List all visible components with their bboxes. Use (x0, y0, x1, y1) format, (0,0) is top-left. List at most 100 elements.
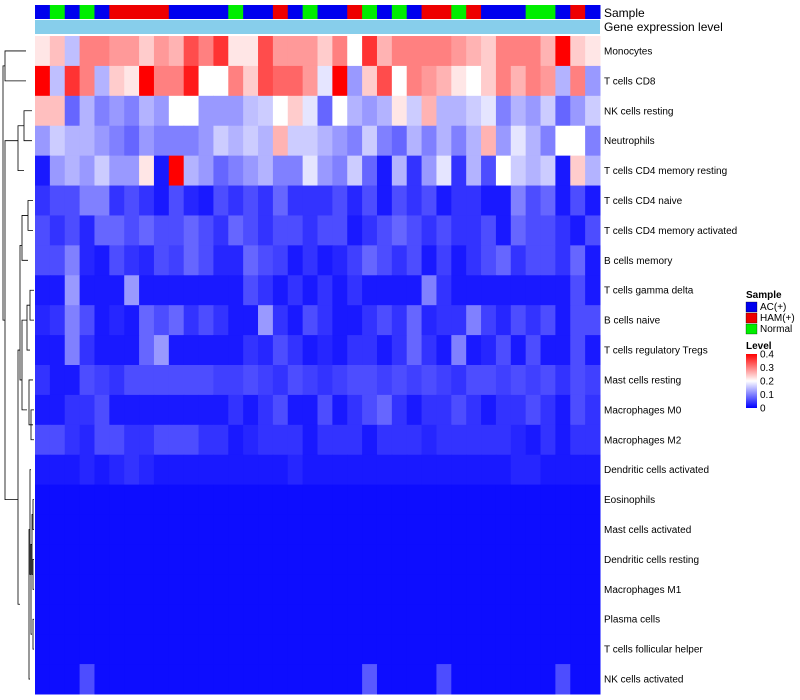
heatmap-cell (49, 664, 66, 695)
heatmap-cell (391, 215, 408, 246)
heatmap-cell (64, 155, 81, 187)
heatmap-cell (540, 65, 556, 97)
heatmap-cell (510, 365, 527, 396)
heatmap-cell (406, 484, 423, 516)
heatmap-cell (272, 664, 289, 695)
sample-annotation-cell (213, 5, 229, 19)
row-label: T cells CD4 memory resting (604, 166, 727, 177)
heatmap-cell (451, 664, 467, 695)
heatmap-cell (168, 544, 185, 575)
heatmap-cell (466, 365, 482, 396)
heatmap-cell (406, 155, 423, 187)
heatmap-cell (481, 155, 497, 187)
heatmap-cell (272, 544, 289, 575)
heatmap-cell (585, 394, 601, 426)
heatmap-cell (481, 305, 497, 336)
heatmap-cell (183, 604, 200, 635)
legend-level-tick: 0.4 (760, 350, 774, 361)
heatmap-cell (35, 125, 51, 157)
heatmap-cell (228, 365, 244, 396)
heatmap-cell (153, 275, 170, 306)
heatmap-cell (94, 574, 110, 605)
sample-annotation-cell (436, 5, 452, 19)
heatmap-cell (153, 65, 170, 97)
heatmap-cell (139, 305, 155, 336)
heatmap-cell (139, 484, 155, 516)
heatmap-cell (213, 185, 229, 216)
heatmap-cell (495, 484, 512, 516)
heatmap-cell (332, 664, 348, 695)
heatmap-cell (49, 245, 66, 276)
heatmap-cell (243, 365, 259, 396)
heatmap-cell (183, 215, 200, 246)
heatmap-cell (362, 335, 378, 366)
heatmap-cell (302, 335, 318, 366)
heatmap-cell (466, 95, 482, 127)
heatmap-cell (49, 574, 66, 605)
heatmap-cell (109, 95, 125, 127)
heatmap-cell (198, 155, 214, 187)
heatmap-cell (35, 245, 51, 276)
heatmap-cell (258, 454, 274, 486)
heatmap-cell (332, 65, 348, 97)
heatmap-cell (124, 604, 140, 635)
heatmap-cell (139, 365, 155, 396)
heatmap-cell (466, 275, 482, 306)
heatmap-cell (287, 215, 304, 246)
heatmap-cell (109, 664, 125, 695)
heatmap-cell (585, 215, 601, 246)
heatmap-cell (213, 335, 229, 366)
heatmap-cell (153, 574, 170, 605)
heatmap-cell (109, 245, 125, 276)
heatmap-cell (317, 305, 333, 336)
dendrogram-branch (30, 544, 32, 635)
heatmap-cell (35, 185, 51, 216)
heatmap-cell (466, 65, 482, 97)
heatmap-cell (168, 664, 185, 695)
heatmap-cell (198, 275, 214, 306)
heatmap-cell (406, 95, 423, 127)
heatmap-cell (302, 125, 318, 157)
heatmap-cell (243, 95, 259, 127)
heatmap-cell (525, 305, 542, 336)
heatmap-cell (302, 305, 318, 336)
heatmap-cell (555, 245, 571, 276)
heatmap-cell (94, 335, 110, 366)
heatmap-cell (525, 664, 542, 695)
heatmap-cell (317, 484, 333, 516)
heatmap-cell (555, 634, 571, 665)
heatmap-cell (213, 604, 229, 635)
heatmap-cell (585, 95, 601, 127)
heatmap-cell (317, 125, 333, 157)
heatmap-cell (64, 95, 81, 127)
sample-annotation-cell (510, 5, 527, 19)
heatmap-cell (79, 36, 95, 67)
heatmap-cell (258, 155, 274, 187)
heatmap-cell (153, 125, 170, 157)
row-label: T cells CD8 (604, 76, 656, 87)
heatmap-cell (347, 544, 363, 575)
heatmap-cell (153, 305, 170, 336)
heatmap-cell (570, 604, 586, 635)
heatmap-cell (585, 424, 601, 456)
heatmap-cell (510, 65, 527, 97)
heatmap-cell (525, 544, 542, 575)
heatmap-cell (376, 36, 393, 67)
heatmap-cell (421, 155, 437, 187)
heatmap-cell (436, 365, 452, 396)
heatmap-cell (555, 215, 571, 246)
heatmap-cell (272, 275, 289, 306)
heatmap-cell (495, 394, 512, 426)
heatmap-cell (510, 305, 527, 336)
heatmap-cell (540, 335, 556, 366)
heatmap-cell (213, 454, 229, 486)
heatmap-cell (302, 275, 318, 306)
heatmap-cell (421, 275, 437, 306)
heatmap-cell (109, 365, 125, 396)
heatmap-cell (510, 275, 527, 306)
heatmap-cell (481, 394, 497, 426)
heatmap-cell (317, 275, 333, 306)
heatmap-cell (64, 65, 81, 97)
heatmap-cell (540, 484, 556, 516)
heatmap-cell (198, 36, 214, 67)
